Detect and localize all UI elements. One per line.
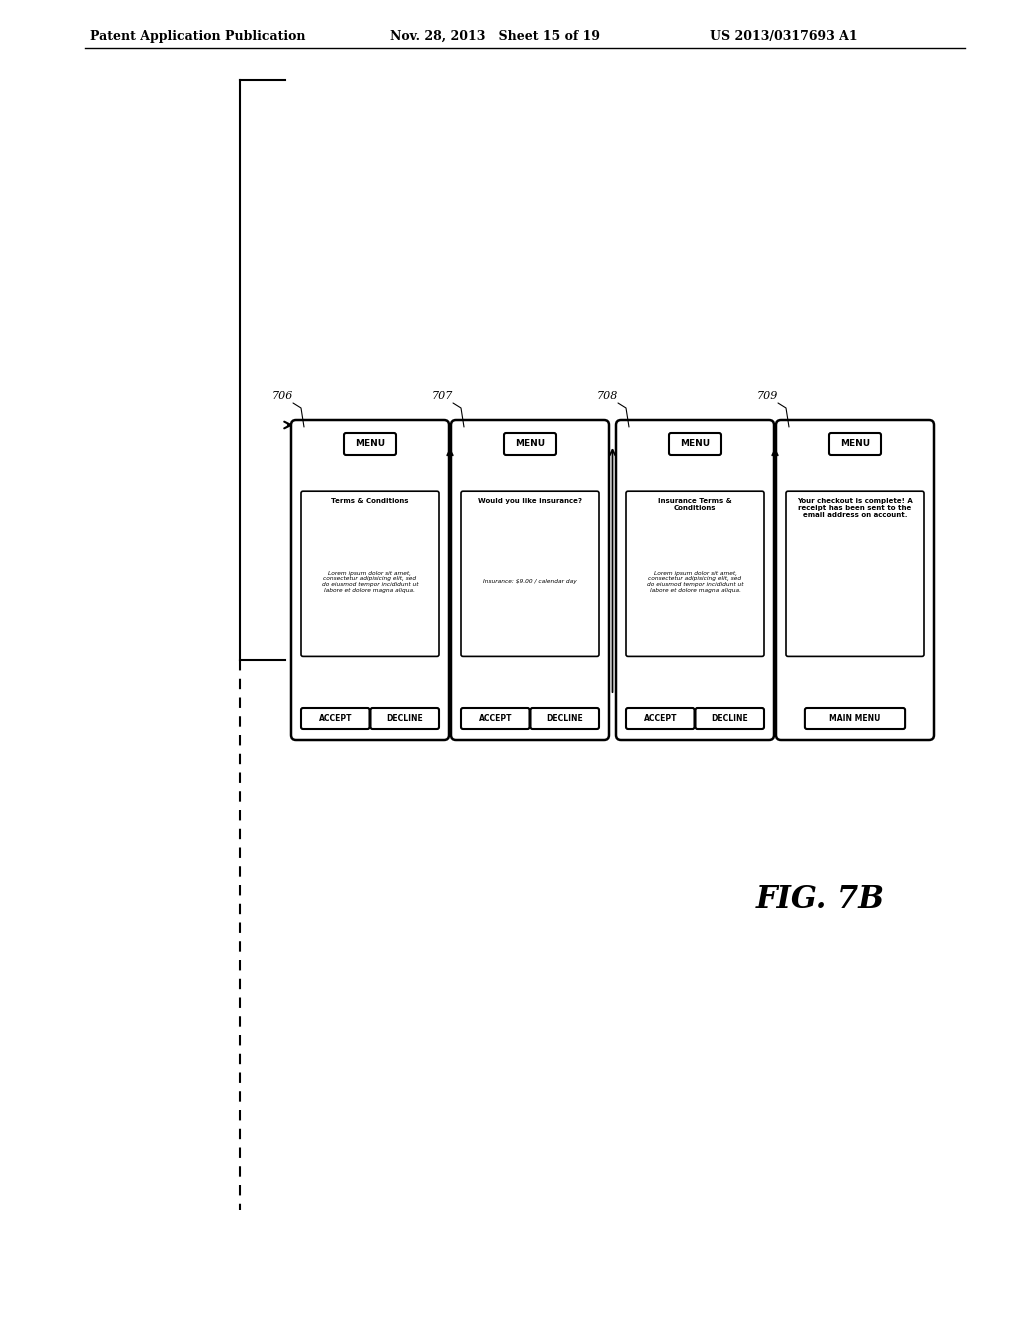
Text: ACCEPT: ACCEPT [643, 714, 677, 723]
Text: Insurance Terms &
Conditions: Insurance Terms & Conditions [658, 498, 732, 511]
Text: Your checkout is complete! A
receipt has been sent to the
email address on accou: Your checkout is complete! A receipt has… [797, 498, 912, 519]
Text: MAIN MENU: MAIN MENU [829, 714, 881, 723]
Text: Insurance: $9.00 / calendar day: Insurance: $9.00 / calendar day [483, 579, 577, 585]
FancyBboxPatch shape [829, 433, 881, 455]
Text: MENU: MENU [840, 440, 870, 449]
Text: Would you like insurance?: Would you like insurance? [478, 498, 582, 504]
Text: Patent Application Publication: Patent Application Publication [90, 30, 305, 44]
Text: Lorem ipsum dolor sit amet,
consectetur adipisicing elit, sed
do eiusmod tempor : Lorem ipsum dolor sit amet, consectetur … [647, 570, 743, 593]
FancyBboxPatch shape [504, 433, 556, 455]
Text: ACCEPT: ACCEPT [478, 714, 512, 723]
Text: Terms & Conditions: Terms & Conditions [331, 498, 409, 504]
Text: DECLINE: DECLINE [712, 714, 749, 723]
FancyBboxPatch shape [344, 433, 396, 455]
Text: Nov. 28, 2013   Sheet 15 of 19: Nov. 28, 2013 Sheet 15 of 19 [390, 30, 600, 44]
Text: DECLINE: DECLINE [386, 714, 423, 723]
Text: 707: 707 [432, 391, 453, 401]
FancyBboxPatch shape [371, 708, 439, 729]
FancyBboxPatch shape [461, 708, 529, 729]
FancyBboxPatch shape [530, 708, 599, 729]
FancyBboxPatch shape [301, 491, 439, 656]
FancyBboxPatch shape [616, 420, 774, 741]
Text: ACCEPT: ACCEPT [318, 714, 352, 723]
Text: 708: 708 [597, 391, 618, 401]
Text: DECLINE: DECLINE [547, 714, 583, 723]
FancyBboxPatch shape [626, 491, 764, 656]
Text: Lorem ipsum dolor sit amet,
consectetur adipisicing elit, sed
do eiusmod tempor : Lorem ipsum dolor sit amet, consectetur … [322, 570, 418, 593]
FancyBboxPatch shape [669, 433, 721, 455]
Text: US 2013/0317693 A1: US 2013/0317693 A1 [710, 30, 858, 44]
FancyBboxPatch shape [776, 420, 934, 741]
FancyBboxPatch shape [805, 708, 905, 729]
Text: MENU: MENU [680, 440, 710, 449]
FancyBboxPatch shape [626, 708, 694, 729]
Text: FIG. 7B: FIG. 7B [756, 884, 885, 916]
FancyBboxPatch shape [451, 420, 609, 741]
Text: MENU: MENU [515, 440, 545, 449]
Text: 706: 706 [271, 391, 293, 401]
Text: 709: 709 [757, 391, 778, 401]
FancyBboxPatch shape [301, 708, 370, 729]
Text: MENU: MENU [355, 440, 385, 449]
FancyBboxPatch shape [786, 491, 924, 656]
FancyBboxPatch shape [695, 708, 764, 729]
FancyBboxPatch shape [291, 420, 449, 741]
FancyBboxPatch shape [461, 491, 599, 656]
